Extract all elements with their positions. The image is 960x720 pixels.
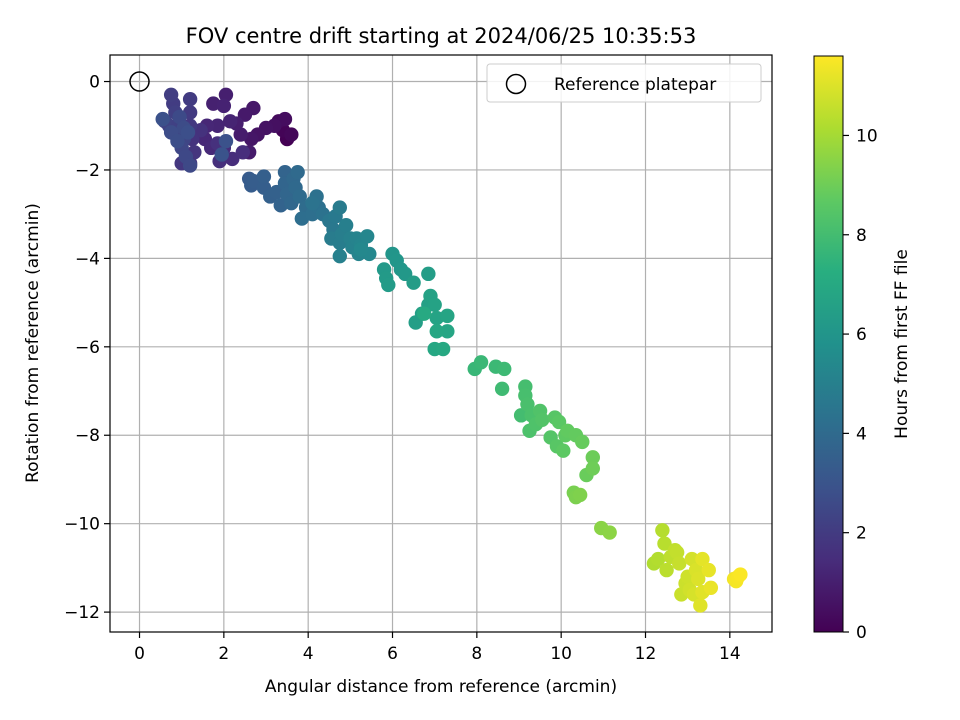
data-point [655,523,670,538]
data-point [381,277,396,293]
data-point [292,189,307,204]
x-tick-label: 6 [387,644,398,664]
data-point [290,164,305,180]
x-tick-label: 0 [134,644,145,664]
data-point [218,134,234,149]
data-point [429,324,444,339]
x-tick-label: 8 [471,644,482,664]
data-point [406,275,421,290]
colorbar-ticks: 0 2 4 6 8 10 [843,126,878,643]
colorbar-tick-label: 8 [856,226,867,246]
legend-box [486,63,762,103]
data-point [684,551,700,567]
data-point [233,127,248,142]
legend-label: Reference platepar [554,75,716,95]
data-point [338,218,354,233]
data-point [214,147,229,162]
data-point [513,408,529,423]
data-point [473,355,489,370]
legend-marker [505,73,527,95]
y-tick-label: 0 [89,73,100,93]
y-tick-label: −4 [75,249,100,269]
data-point [163,87,179,102]
data-point [585,461,600,476]
colorbar-tick-label: 0 [856,623,867,643]
data-point [256,169,272,184]
data-point [672,556,687,571]
data-point [284,127,299,142]
data-point [182,158,198,173]
data-point [435,341,451,357]
data-point [416,306,432,321]
y-axis-ticks: 0 −2 −4 −6 −8 −10 −12 [64,73,110,623]
data-point [497,361,512,377]
data-point [170,134,185,149]
data-point [520,397,535,412]
data-point [421,266,436,282]
x-axis-ticks: 0 2 4 6 8 10 12 14 [134,632,741,664]
data-point [695,551,710,567]
x-tick-label: 2 [218,644,229,664]
data-point [602,525,617,540]
data-point [575,434,590,450]
data-point [703,580,719,595]
data-point [701,562,716,578]
data-point [353,242,369,257]
chart-title: FOV centre drift starting at 2024/06/25 … [186,24,697,48]
legend: Reference platepar [486,63,762,103]
colorbar-gradient [813,55,844,633]
data-point [172,109,187,125]
x-tick-label: 4 [303,644,314,664]
data-point [693,598,708,613]
data-point [494,381,510,397]
y-tick-label: −6 [75,338,100,358]
x-tick-label: 14 [719,644,741,664]
data-point [235,145,251,160]
x-axis-label: Angular distance from reference (arcmin) [265,677,617,697]
data-point [669,545,685,560]
data-point [305,195,320,211]
x-tick-label: 12 [635,644,657,664]
data-point [650,551,666,567]
data-point [180,125,196,140]
colorbar-tick-label: 4 [856,424,867,444]
y-axis-label: Rotation from reference (arcmin) [23,203,43,483]
y-tick-label: −8 [75,426,100,446]
data-point [440,324,455,339]
colorbar: 0 2 4 6 8 10 Hours from first FF file [813,55,912,643]
x-tick-label: 10 [550,644,572,664]
data-point [440,308,455,324]
data-point [572,487,588,503]
data-point [534,412,550,427]
colorbar-tick-label: 6 [856,325,867,345]
data-point [182,92,198,107]
data-points [129,71,748,613]
data-point [210,118,225,133]
data-point [332,200,348,215]
plot-frame [109,54,773,633]
data-point [657,536,672,551]
y-tick-label: −2 [75,161,100,181]
colorbar-label: Hours from first FF file [892,249,912,439]
data-point [360,229,375,244]
colorbar-tick-label: 10 [856,126,878,146]
data-point [218,87,234,102]
data-point [556,443,571,458]
colorbar-tick-label: 2 [856,524,867,544]
y-tick-label: −12 [64,603,100,623]
data-point [155,111,170,127]
data-point [691,571,706,587]
data-point [222,114,238,129]
data-point [659,562,674,578]
reference-point-marker [129,71,150,92]
y-tick-label: −10 [64,515,100,535]
data-point [585,450,600,465]
data-point [277,111,293,127]
data-point [216,98,232,114]
data-point [427,297,442,313]
data-point [733,567,748,582]
data-point [332,248,348,264]
